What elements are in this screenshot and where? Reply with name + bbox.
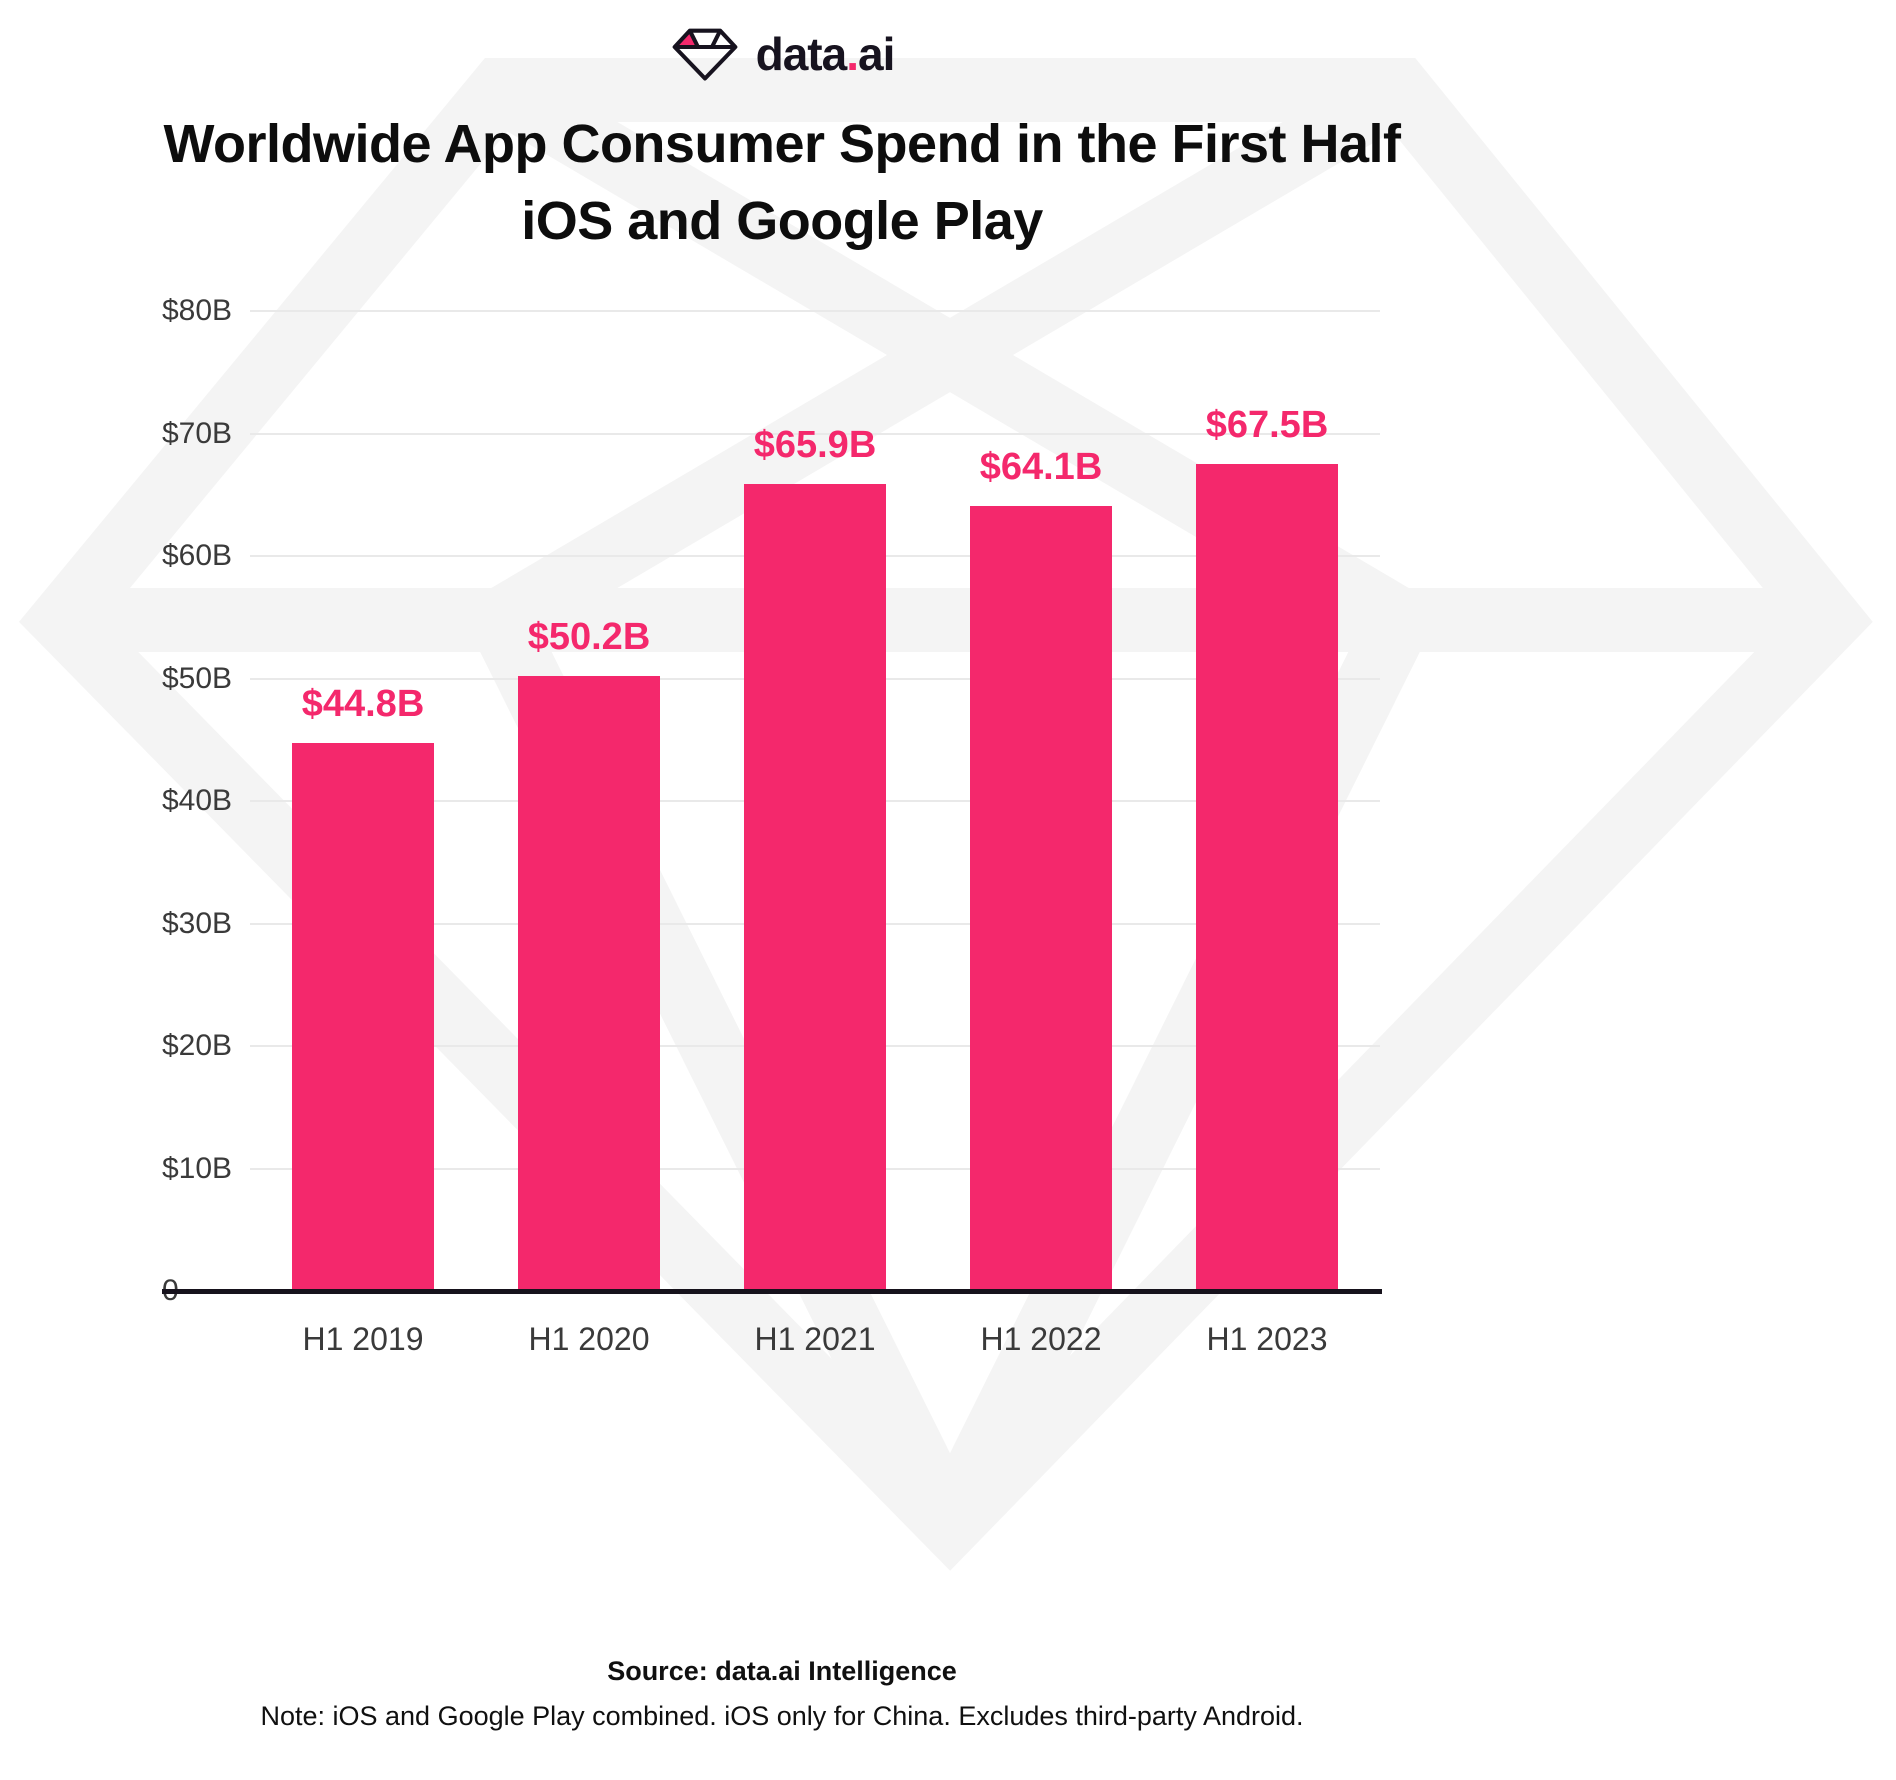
x-axis-line [162,1289,1382,1295]
bar-value-label: $64.1B [979,446,1103,489]
plot-area: $44.8B $50.2B $65.9B $64.1B $67.5B [250,310,1380,1292]
gem-icon [672,28,737,81]
x-tick-label: H1 2022 [980,1321,1102,1358]
y-tick-label: $60B [162,539,233,573]
y-tick-label: $10B [162,1151,233,1185]
bar: $50.2B [518,616,660,1292]
x-axis-labels: H1 2019 H1 2020 H1 2021 H1 2022 H1 2023 [250,1321,1380,1358]
chart-title: Worldwide App Consumer Spend in the Firs… [0,106,1564,259]
gridline [250,310,1380,313]
dataai-logo: data.ai [0,0,1564,84]
bar-value-label: $65.9B [753,424,877,467]
chart-title-line1: Worldwide App Consumer Spend in the Firs… [163,114,1401,174]
bars: $44.8B $50.2B $65.9B $64.1B $67.5B [250,311,1380,1292]
bar-value-label: $44.8B [301,682,425,725]
bar-value-label: $50.2B [527,616,651,659]
y-axis-labels: $80B$70B$60B$50B$40B$30B$20B$10B0 [162,294,248,1307]
brand-dot: . [846,28,859,80]
y-tick-label: $80B [162,294,233,328]
x-tick-label: H1 2019 [302,1321,424,1358]
bar-slot: $44.8B [250,311,476,1292]
bar-slot: $65.9B [702,311,928,1292]
gridline [250,432,1380,435]
y-tick-label: $70B [162,416,233,450]
brand-name-right: ai [858,28,895,80]
bar-slot: $67.5B [1154,311,1380,1292]
y-tick-label: $50B [162,661,233,695]
x-tick-label: H1 2023 [1206,1321,1328,1358]
brand-name-left: data [755,28,848,80]
bar-chart: $80B$70B$60B$50B$40B$30B$20B$10B0 $44.8B… [0,294,1564,1401]
bar: $67.5B [1196,404,1338,1292]
bar-value-label: $67.5B [1205,404,1329,447]
y-tick-label: $30B [162,906,233,940]
bar-slot: $50.2B [476,311,702,1292]
x-tick-label: H1 2020 [528,1321,650,1358]
bar: $44.8B [292,683,434,1292]
x-tick-label: H1 2021 [754,1321,876,1358]
source-text: Source: data.ai Intelligence [607,1656,957,1687]
y-tick-label: $20B [162,1029,233,1063]
bar-slot: $64.1B [928,311,1154,1292]
bar: $64.1B [970,446,1112,1292]
footer: Source: data.ai Intelligence Note: iOS a… [0,1656,1564,1732]
infographic: data.ai Worldwide App Consumer Spend in … [0,0,1564,1732]
y-tick-label: $40B [162,784,233,818]
chart-title-line2: iOS and Google Play [521,190,1043,251]
bar: $65.9B [744,424,886,1292]
note-text: Note: iOS and Google Play combined. iOS … [260,1701,1304,1732]
brand-wordmark: data.ai [755,27,896,81]
